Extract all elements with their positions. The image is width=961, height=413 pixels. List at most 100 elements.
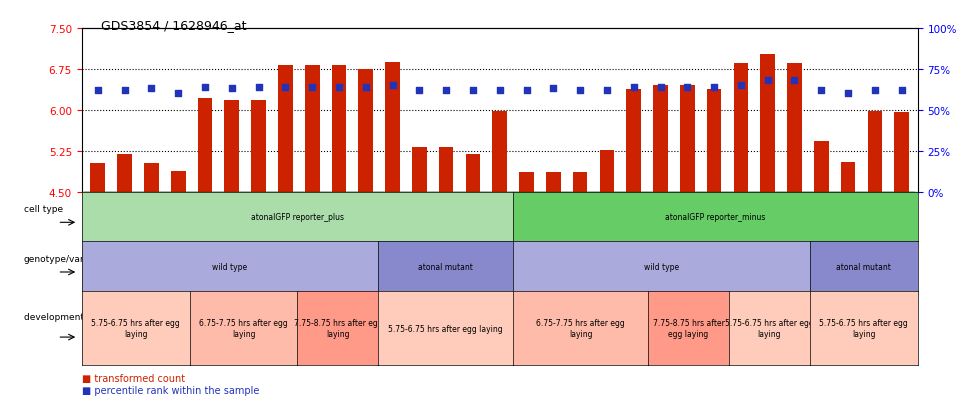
- Bar: [835, 192, 861, 194]
- Point: [626, 84, 641, 91]
- Point: [814, 88, 829, 94]
- Bar: [674, 192, 701, 194]
- Bar: [251, 101, 266, 192]
- Bar: [647, 192, 674, 194]
- Bar: [733, 64, 749, 192]
- Bar: [278, 66, 293, 192]
- Bar: [600, 151, 614, 192]
- Point: [305, 84, 320, 91]
- Point: [653, 84, 668, 91]
- Text: ■ percentile rank within the sample: ■ percentile rank within the sample: [82, 385, 259, 395]
- Bar: [245, 192, 272, 194]
- Text: cell type: cell type: [24, 205, 63, 214]
- Point: [90, 88, 106, 94]
- Bar: [781, 192, 808, 194]
- Text: 6.75-7.75 hrs after egg
laying: 6.75-7.75 hrs after egg laying: [536, 319, 625, 338]
- Bar: [299, 192, 326, 194]
- Point: [840, 91, 855, 97]
- Bar: [486, 192, 513, 194]
- Bar: [567, 192, 594, 194]
- Bar: [358, 70, 373, 192]
- Point: [358, 84, 374, 91]
- Point: [384, 83, 400, 89]
- Bar: [191, 192, 218, 194]
- Point: [867, 88, 882, 94]
- Point: [600, 88, 615, 94]
- Point: [224, 86, 239, 93]
- Bar: [627, 90, 641, 192]
- Point: [546, 86, 561, 93]
- Text: genotype/variation: genotype/variation: [24, 254, 111, 263]
- Point: [573, 88, 588, 94]
- Bar: [573, 173, 587, 192]
- Text: wild type: wild type: [644, 262, 679, 271]
- Bar: [680, 86, 695, 192]
- Bar: [754, 192, 781, 194]
- Bar: [385, 63, 400, 192]
- Text: ■ transformed count: ■ transformed count: [82, 373, 185, 383]
- Bar: [326, 192, 353, 194]
- Bar: [218, 192, 245, 194]
- Bar: [412, 147, 427, 192]
- Bar: [439, 147, 454, 192]
- Bar: [305, 66, 319, 192]
- Bar: [513, 192, 540, 194]
- Bar: [164, 192, 191, 194]
- Point: [332, 84, 347, 91]
- Point: [679, 84, 695, 91]
- Point: [117, 88, 133, 94]
- Bar: [111, 192, 138, 194]
- Point: [278, 84, 293, 91]
- Bar: [540, 192, 567, 194]
- Bar: [353, 192, 380, 194]
- Bar: [861, 192, 888, 194]
- Text: 7.75-8.75 hrs after egg
laying: 7.75-8.75 hrs after egg laying: [294, 319, 382, 338]
- Bar: [895, 113, 909, 192]
- Bar: [760, 55, 776, 192]
- Bar: [224, 101, 239, 192]
- Bar: [519, 173, 534, 192]
- Bar: [727, 192, 754, 194]
- Text: 7.75-8.75 hrs after
egg laying: 7.75-8.75 hrs after egg laying: [653, 319, 725, 338]
- Bar: [653, 86, 668, 192]
- Bar: [620, 192, 647, 194]
- Point: [411, 88, 427, 94]
- Text: atonal mutant: atonal mutant: [836, 262, 891, 271]
- Bar: [492, 112, 507, 192]
- Bar: [594, 192, 620, 194]
- Point: [144, 86, 160, 93]
- Point: [706, 84, 722, 91]
- Bar: [380, 192, 406, 194]
- Bar: [814, 142, 828, 192]
- Point: [787, 78, 802, 84]
- Bar: [706, 90, 722, 192]
- Point: [492, 88, 507, 94]
- Bar: [90, 164, 105, 192]
- Point: [760, 78, 776, 84]
- Bar: [465, 155, 480, 192]
- Bar: [841, 162, 855, 192]
- Text: wild type: wild type: [212, 262, 248, 271]
- Text: 5.75-6.75 hrs after egg laying: 5.75-6.75 hrs after egg laying: [388, 324, 504, 333]
- Text: GDS3854 / 1628946_at: GDS3854 / 1628946_at: [101, 19, 246, 31]
- Text: 6.75-7.75 hrs after egg
laying: 6.75-7.75 hrs after egg laying: [199, 319, 288, 338]
- Bar: [701, 192, 727, 194]
- Bar: [546, 173, 560, 192]
- Bar: [85, 192, 111, 194]
- Bar: [117, 155, 132, 192]
- Bar: [138, 192, 164, 194]
- Bar: [144, 164, 159, 192]
- Bar: [171, 172, 185, 192]
- Bar: [406, 192, 432, 194]
- Text: atonalGFP reporter_minus: atonalGFP reporter_minus: [665, 212, 766, 221]
- Bar: [787, 64, 801, 192]
- Bar: [198, 99, 212, 192]
- Text: atonalGFP reporter_plus: atonalGFP reporter_plus: [251, 212, 344, 221]
- Bar: [332, 66, 346, 192]
- Point: [465, 88, 480, 94]
- Point: [438, 88, 454, 94]
- Text: 5.75-6.75 hrs after egg
laying: 5.75-6.75 hrs after egg laying: [820, 319, 908, 338]
- Text: atonal mutant: atonal mutant: [418, 262, 473, 271]
- Point: [197, 84, 212, 91]
- Bar: [808, 192, 835, 194]
